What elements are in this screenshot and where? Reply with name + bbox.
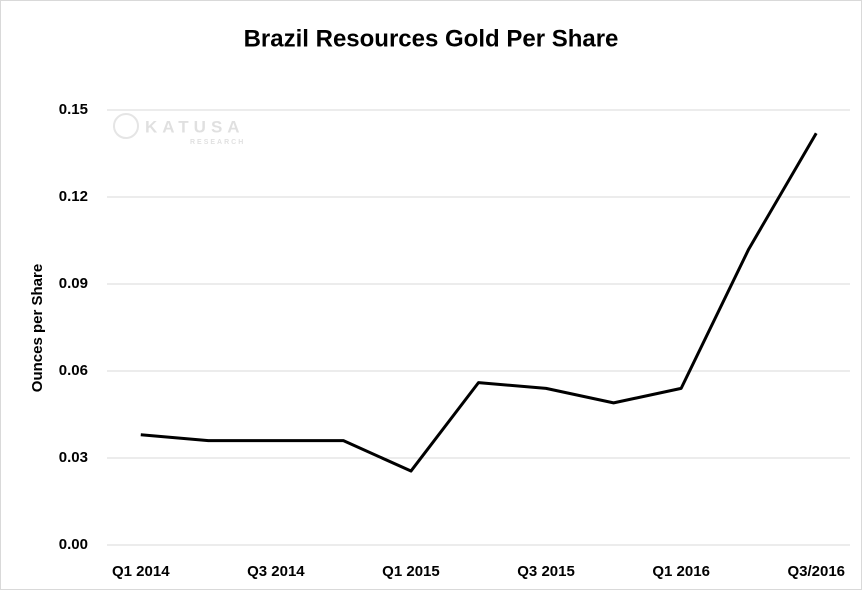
x-tick-label: Q3 2014	[247, 563, 305, 580]
y-tick-label: 0.12	[59, 188, 88, 205]
chart-title: Brazil Resources Gold Per Share	[244, 25, 619, 52]
y-tick-label: 0.06	[59, 362, 88, 379]
y-axis-label: Ounces per Share	[29, 264, 46, 392]
x-tick-label: Q1 2014	[112, 563, 170, 580]
watermark-text: KATUSA	[145, 117, 245, 136]
y-tick-label: 0.09	[59, 275, 88, 292]
line-series	[140, 132, 818, 473]
watermark-icon	[113, 113, 139, 139]
x-tick-label: Q1 2016	[652, 563, 710, 580]
y-tick-label: 0.15	[59, 101, 88, 118]
watermark-subtext: RESEARCH	[190, 139, 245, 146]
y-tick-label: 0.00	[59, 536, 88, 553]
x-tick-label: Q1 2015	[382, 563, 440, 580]
y-tick-label: 0.03	[59, 449, 88, 466]
x-tick-label: Q3 2015	[517, 563, 575, 580]
watermark: KATUSA RESEARCH	[113, 113, 245, 146]
x-tick-label: Q3/2016	[787, 563, 845, 580]
